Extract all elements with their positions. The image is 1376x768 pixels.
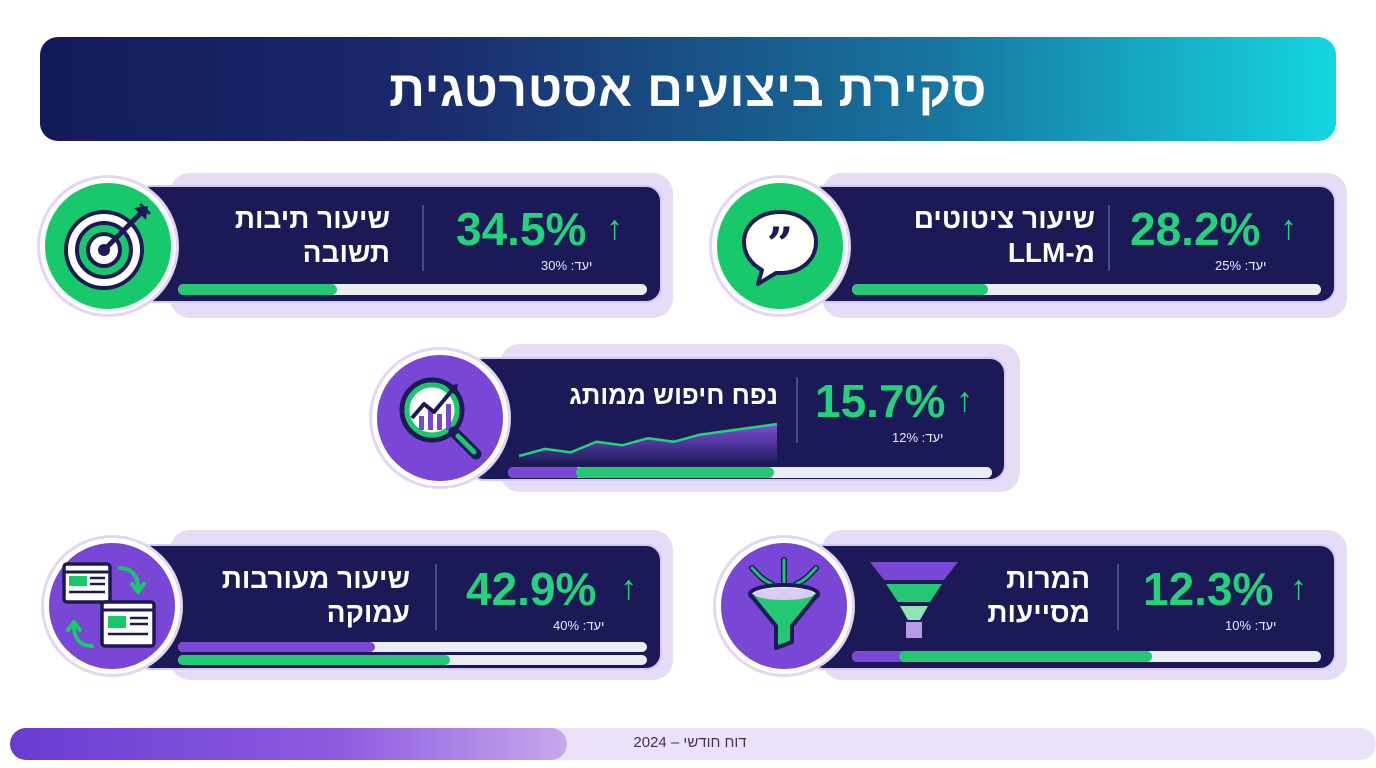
card-divider	[422, 205, 424, 271]
progress-track	[852, 284, 1321, 295]
metric-value: 34.5%	[456, 203, 587, 255]
card-divider	[435, 564, 437, 630]
page-title: סקירת ביצועים אסטרטגית	[389, 61, 987, 117]
trend-up-arrow: ↑	[1290, 569, 1307, 607]
trend-sparkline	[518, 422, 778, 462]
metric-target: יעד: 40%	[553, 618, 605, 633]
web-pages-icon	[44, 538, 180, 674]
trend-up-arrow: ↑	[620, 569, 637, 607]
metric-target: יעד: 25%	[1215, 258, 1267, 273]
metric-label: שיעור ציטוטים מ-LLM	[913, 203, 1095, 268]
card-divider	[1108, 205, 1110, 271]
metric-target: יעד: 12%	[892, 430, 944, 445]
progress-track	[178, 284, 647, 295]
search-chart-icon	[372, 350, 508, 486]
progress-track	[178, 655, 647, 665]
progress-fill	[852, 284, 988, 295]
progress-fill-secondary	[852, 651, 909, 662]
progress-track-secondary	[178, 642, 647, 652]
trend-up-arrow: ↑	[606, 209, 623, 247]
dashboard-header: סקירת ביצועים אסטרטגית	[40, 37, 1336, 141]
progress-fill	[178, 655, 451, 665]
metric-label: נפח חיפוש ממותג	[569, 380, 778, 410]
trend-up-arrow: ↑	[1280, 209, 1297, 247]
target-icon	[40, 178, 176, 314]
footer-report-label: דוח חודשי – 2024	[633, 734, 747, 751]
trend-up-arrow: ↑	[956, 381, 973, 419]
metric-value: 15.7%	[815, 375, 946, 427]
metric-value: 42.9%	[466, 563, 597, 615]
metric-target: יעד: 30%	[541, 258, 593, 273]
progress-fill-secondary	[178, 642, 375, 652]
svg-text:”: ”	[767, 217, 793, 271]
quote-bubble-icon: ”	[712, 178, 848, 314]
card-panel	[808, 185, 1336, 303]
funnel-chart-icon	[870, 562, 958, 638]
card-divider	[796, 377, 798, 443]
metric-label: שיעור מעורבות עמוקה	[221, 563, 410, 628]
metric-label: שיעור תיבות תשובה	[234, 203, 390, 268]
footer-progress-fill	[10, 728, 567, 760]
metric-value: 12.3%	[1143, 563, 1274, 615]
progress-fill	[575, 467, 775, 478]
card-panel	[136, 185, 662, 303]
progress-fill	[178, 284, 338, 295]
card-divider	[1117, 564, 1119, 630]
metric-target: יעד: 10%	[1225, 618, 1277, 633]
funnel-icon	[716, 538, 852, 674]
progress-track	[852, 651, 1321, 662]
progress-track	[508, 467, 992, 478]
progress-fill-secondary	[508, 467, 581, 478]
progress-fill	[898, 651, 1153, 662]
metric-label: המרות מסייעות	[987, 563, 1090, 628]
metric-value: 28.2%	[1130, 203, 1261, 255]
